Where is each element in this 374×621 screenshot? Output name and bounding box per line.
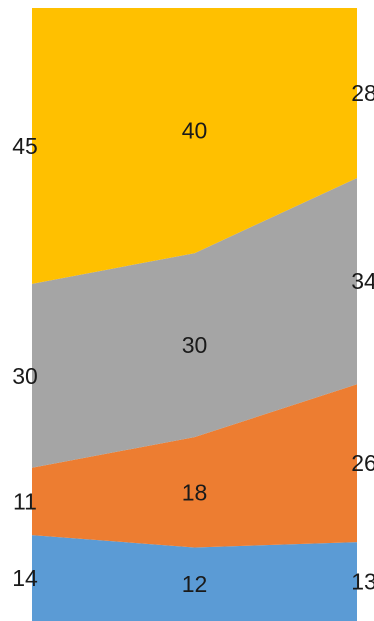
area-series-4 — [32, 8, 357, 284]
data-label-series-1-point-1: 14 — [12, 565, 38, 591]
data-label-series-3-point-1: 30 — [12, 363, 38, 389]
area-series-2 — [32, 384, 357, 548]
data-label-series-4-point-2: 40 — [182, 118, 208, 144]
area-series-1 — [32, 535, 357, 621]
area-series-group — [32, 8, 357, 621]
data-label-series-1-point-3: 13 — [351, 569, 374, 595]
data-label-series-1-point-2: 12 — [182, 571, 208, 597]
data-label-series-3-point-3: 34 — [351, 268, 374, 294]
data-label-series-2-point-1: 11 — [13, 488, 37, 514]
area-series-3 — [32, 177, 357, 468]
data-label-series-3-point-2: 30 — [182, 332, 208, 358]
data-label-series-2-point-3: 26 — [351, 450, 374, 476]
data-label-series-4-point-3: 28 — [351, 80, 374, 106]
data-label-series-2-point-2: 18 — [182, 479, 208, 505]
data-label-group: 14 12 13 11 18 26 30 30 34 45 40 28 — [12, 80, 374, 597]
data-label-series-4-point-1: 45 — [12, 133, 38, 159]
